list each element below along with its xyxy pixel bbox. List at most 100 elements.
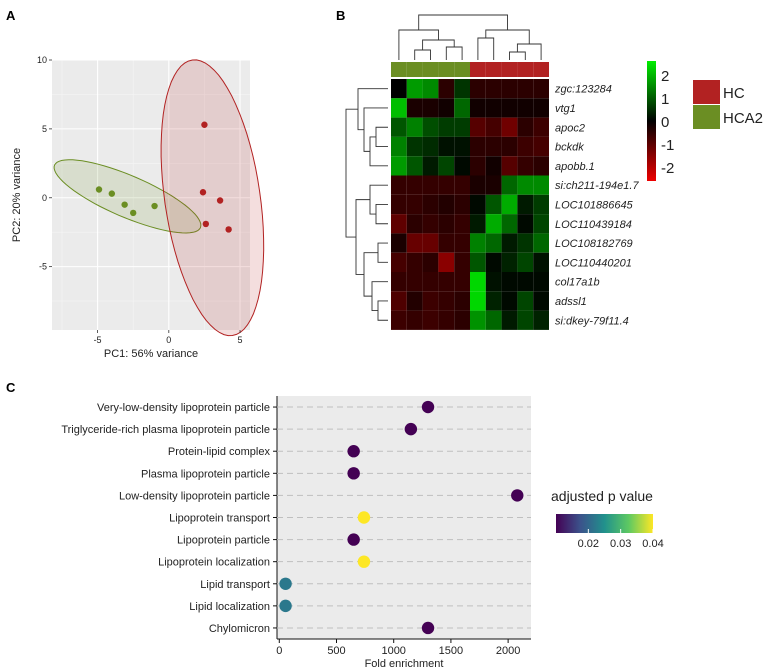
heatmap-cell xyxy=(422,136,439,157)
heatmap-cell xyxy=(422,291,439,311)
heatmap-row-label: col17a1b xyxy=(555,277,600,289)
heatmap-cell xyxy=(470,194,486,215)
heatmap-cell xyxy=(470,214,486,234)
heatmap-cell xyxy=(501,252,518,272)
column-dendrogram-branch xyxy=(445,46,463,60)
enrichment-category-label: Lipoprotein localization xyxy=(158,557,270,569)
heatmap-cell xyxy=(391,175,407,195)
panel-label-c: C xyxy=(6,380,16,395)
heatmap-cell xyxy=(438,272,455,292)
heatmap-cell xyxy=(406,98,423,118)
pca-x-tick-label: 0 xyxy=(166,335,171,345)
annotation-cell-hca2 xyxy=(406,62,423,77)
column-dendrogram-root xyxy=(418,14,508,30)
pca-point-hca2 xyxy=(108,190,116,197)
column-dendrogram-branch xyxy=(509,51,526,60)
heatmap-cell xyxy=(485,310,502,330)
heatmap-cell xyxy=(533,272,549,292)
heatmap-cell xyxy=(533,136,549,157)
heatmap-cell xyxy=(517,175,534,195)
group-legend-label-hc: HC xyxy=(723,85,745,102)
enrichment-x-tick-label: 2000 xyxy=(496,645,520,657)
column-group-annotation xyxy=(391,62,549,77)
heatmap-cell xyxy=(422,272,439,292)
heatmap-cell xyxy=(517,233,534,253)
heatmap-cell xyxy=(391,156,407,176)
group-legend-label-hca2: HCA2 xyxy=(723,110,763,127)
heatmap-cell xyxy=(422,98,439,118)
heatmap-cell xyxy=(391,194,407,215)
heatmap-cell xyxy=(454,156,470,176)
heatmap-cell xyxy=(517,79,534,99)
heatmap-cell xyxy=(422,214,439,234)
heatmap-row-label: LOC108182769 xyxy=(555,238,633,250)
row-dendrogram-branch xyxy=(369,136,388,167)
enrichment-point xyxy=(421,400,435,414)
pca-axis-ticks: -5 0 5 -5 0 5 10 xyxy=(37,55,243,345)
heatmap-row-label: si:ch211-194e1.7 xyxy=(555,180,639,192)
pca-point-hca2 xyxy=(95,186,103,193)
annotation-cell-hca2 xyxy=(454,62,470,77)
heatmap-cell xyxy=(454,310,470,330)
heatmap-cell xyxy=(470,175,486,195)
pca-point-hc xyxy=(201,121,208,128)
heatmap-row-label: LOC110439184 xyxy=(555,219,632,231)
pca-point-hc xyxy=(225,226,232,233)
heatmap-cell xyxy=(533,79,549,99)
row-dendrogram-branch xyxy=(375,126,388,147)
heatmap-colorbar: 2 1 0 -1 -2 xyxy=(647,61,674,181)
annotation-cell-hc xyxy=(517,62,534,77)
enrichment-point xyxy=(511,489,524,502)
enrichment-category-label: Very-low-density lipoprotein particle xyxy=(97,402,270,414)
annotation-cell-hc xyxy=(501,62,518,77)
heatmap-cell xyxy=(438,117,455,137)
heatmap-cell xyxy=(533,310,549,330)
heatmap-cell xyxy=(438,194,455,215)
column-dendrogram-branch xyxy=(398,29,439,60)
row-dendrogram-branch xyxy=(375,204,388,225)
p-value-legend-tick-label: 0.04 xyxy=(642,538,663,550)
enrichment-x-tick-label: 1500 xyxy=(439,645,463,657)
heatmap-cell xyxy=(501,310,518,330)
pca-ellipses xyxy=(53,59,265,337)
heatmap-cell xyxy=(485,194,502,215)
heatmap-cell xyxy=(517,214,534,234)
pca-point-hca2 xyxy=(121,201,128,208)
enrichment-points xyxy=(279,400,524,635)
heatmap-cell xyxy=(422,175,439,195)
pca-y-tick-label: -5 xyxy=(39,262,47,272)
heatmap-cell xyxy=(454,252,470,272)
heatmap-cell xyxy=(517,252,534,272)
heatmap-cell xyxy=(391,310,407,330)
annotation-cell-hca2 xyxy=(391,62,407,77)
annotation-cell-hca2 xyxy=(422,62,439,77)
heatmap-cell xyxy=(454,194,470,215)
heatmap-cell xyxy=(533,214,549,234)
heatmap-row-label: bckdk xyxy=(555,142,584,154)
p-value-legend: adjusted p value 0.02 0.03 0.04 xyxy=(551,488,664,550)
pca-y-tick-label: 10 xyxy=(37,55,47,65)
enrichment-point xyxy=(347,445,360,458)
heatmap-cell xyxy=(501,136,518,157)
row-dendrogram-root xyxy=(345,108,358,238)
heatmap-cell xyxy=(501,291,518,311)
heatmap-row-label: adssl1 xyxy=(555,296,587,308)
enrichment-point xyxy=(279,599,292,613)
heatmap-row-label: vtg1 xyxy=(555,103,576,115)
heatmap-cell xyxy=(454,117,470,137)
heatmap-row-label: apobb.1 xyxy=(555,161,595,173)
heatmap-cell xyxy=(454,98,470,118)
heatmap-row-labels: zgc:123284 vtg1 apoc2 bckdk apobb.1 si:ch211-… xyxy=(554,84,639,328)
heatmap-cell xyxy=(438,175,455,195)
heatmap-row-label: apoc2 xyxy=(555,122,585,134)
row-dendrogram-branch xyxy=(357,88,388,131)
heatmap-cell xyxy=(501,194,518,215)
heatmap-cell xyxy=(422,117,439,137)
enrichment-gridlines xyxy=(276,396,531,640)
heatmap-cell xyxy=(422,252,439,272)
enrichment-point xyxy=(347,533,360,546)
heatmap-cell xyxy=(485,233,502,253)
heatmap-cell xyxy=(391,98,407,118)
heatmap-cell xyxy=(470,310,486,330)
